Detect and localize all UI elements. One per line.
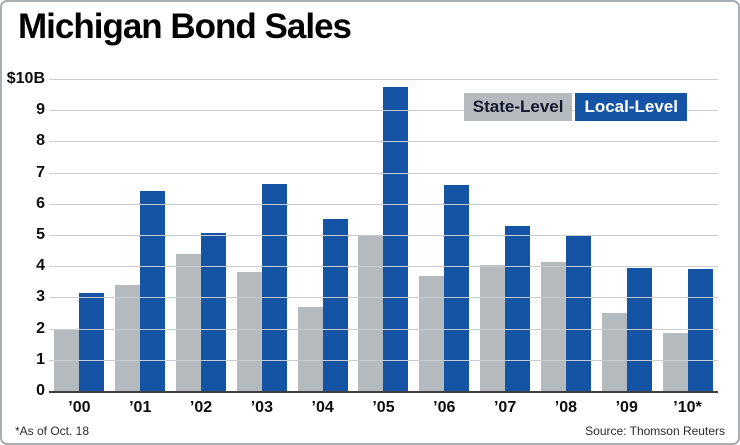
gridline-5 (49, 235, 718, 236)
gridline-7 (49, 172, 718, 174)
bar-group-04: ’04 (292, 79, 353, 416)
gridline-6 (49, 203, 718, 205)
gridline-4 (49, 266, 718, 268)
bar-state-level-04 (297, 306, 323, 391)
y-tick-label-0: 0 (36, 382, 45, 399)
x-tick-label-02: ’02 (189, 399, 213, 416)
legend-item-local-level: Local-Level (575, 93, 687, 121)
legend: State-Level Local-Level (463, 93, 687, 121)
bar-group-06: ’06 (414, 79, 475, 416)
bar-state-level-01 (115, 284, 141, 391)
bar-local-level-00 (79, 292, 105, 391)
y-tick-label-8: 8 (36, 132, 45, 150)
bar-local-level-07 (505, 225, 531, 391)
gridline-9 (49, 110, 718, 112)
gridline-3 (49, 297, 718, 299)
x-tick-label-07: ’07 (493, 399, 517, 416)
x-tick-label-03: ’03 (250, 399, 273, 416)
gridline-1 (49, 359, 718, 361)
x-tick-label-05: ’05 (372, 399, 395, 416)
bar-state-level-09 (601, 313, 627, 391)
legend-item-state-level: State-Level (463, 93, 573, 121)
x-tick-label-04: ’04 (311, 399, 334, 416)
bar-state-level-06 (419, 275, 445, 391)
bar-local-level-05 (383, 86, 409, 391)
gridline-10 (49, 79, 718, 80)
bar-local-level-08 (565, 235, 591, 391)
bar-state-level-05 (358, 235, 384, 391)
x-tick-label-08: ’08 (554, 399, 578, 416)
bar-group-03: ’03 (231, 79, 292, 416)
bar-group-07: ’07 (475, 79, 536, 416)
bar-local-level-04 (322, 219, 348, 391)
gridline-2 (49, 328, 718, 330)
y-tick-label-5: 5 (36, 226, 45, 243)
bar-state-level-07 (480, 264, 506, 391)
y-tick-label-7: 7 (36, 163, 45, 181)
x-tick-label-10: ’10* (673, 399, 702, 416)
bar-group-02: ’02 (171, 79, 232, 416)
plot-area: ’00 ’01 ’02 ’03 ’04 ’05 ’06 ’07 ’08 ’09 ’10* (49, 79, 718, 416)
bar-local-level-06 (444, 185, 470, 391)
source-credit: Source: Thomson Reuters (585, 424, 725, 438)
y-tick-label-10: $10B (6, 70, 45, 87)
y-axis: 0 1 2 3 4 5 6 7 8 9 $10B (2, 70, 45, 399)
gridline-8 (49, 141, 718, 143)
bar-state-level-03 (236, 272, 262, 391)
x-tick-label-00: ’00 (68, 399, 91, 416)
y-tick-label-1: 1 (36, 350, 45, 368)
bar-group-05: ’05 (353, 79, 414, 416)
bar-local-level-01 (140, 191, 166, 391)
x-tick-label-01: ’01 (129, 399, 152, 416)
bar-state-level-02 (176, 253, 202, 391)
footnote: *As of Oct. 18 (15, 424, 90, 438)
bar-group-08: ’08 (536, 79, 597, 416)
bar-state-level-10 (662, 333, 688, 391)
bar-local-level-03 (261, 183, 287, 391)
bar-group-10: ’10* (657, 79, 718, 416)
bar-local-level-02 (201, 233, 227, 391)
y-tick-label-2: 2 (36, 319, 45, 337)
bar-group-01: ’01 (110, 79, 171, 416)
bar-local-level-10 (687, 269, 713, 391)
y-tick-label-6: 6 (36, 194, 45, 212)
y-tick-label-4: 4 (36, 257, 45, 275)
bar-state-level-08 (540, 261, 566, 391)
y-tick-label-3: 3 (36, 288, 45, 306)
chart-title: Michigan Bond Sales (18, 7, 352, 46)
y-tick-label-9: 9 (36, 101, 45, 119)
x-tick-label-09: ’09 (615, 399, 638, 416)
x-tick-label-06: ’06 (433, 399, 456, 416)
